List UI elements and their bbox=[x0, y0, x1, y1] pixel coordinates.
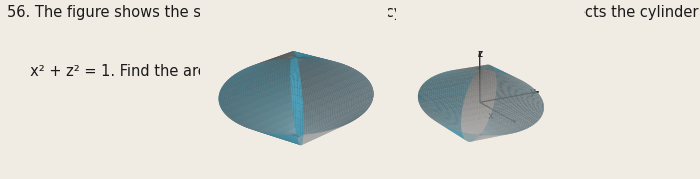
Text: 56. The figure shows the surface created when the cylinder y² + z² = 1 intersect: 56. The figure shows the surface created… bbox=[7, 5, 699, 20]
Text: x² + z² = 1. Find the area of this surface.: x² + z² = 1. Find the area of this surfa… bbox=[7, 64, 330, 79]
